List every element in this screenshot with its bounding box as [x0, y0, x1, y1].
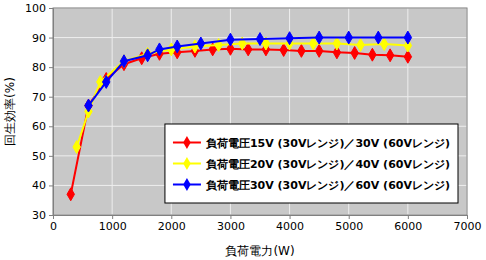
legend-box [165, 124, 458, 203]
legend-label: 負荷電圧15V (30Vレンジ)／30V (60Vレンジ) [205, 137, 450, 150]
plot: 0 1000 2000 3000 4000 5000 6000 7000 30 40 50 60 70 8… [25, 2, 482, 233]
marker [67, 188, 74, 201]
tick-mark [49, 38, 53, 39]
y-axis: 30 40 50 60 70 80 90 100 [25, 2, 54, 222]
x-axis: 0 1000 2000 3000 4000 5000 6000 7000 [50, 215, 482, 233]
legend-item: 負荷電圧15V (30Vレンジ)／30V (60Vレンジ) [173, 136, 450, 149]
tick-label: 30 [32, 209, 46, 222]
marker [85, 99, 92, 112]
tick-mark [49, 8, 53, 9]
tick-label: 90 [32, 32, 46, 45]
tick: 4000 [276, 215, 304, 233]
tick-label: 70 [32, 91, 46, 104]
tick-mark [290, 215, 291, 219]
legend-item: 負荷電圧20V (30Vレンジ)／40V (60Vレンジ) [173, 157, 450, 170]
tick-mark [230, 215, 231, 219]
marker [156, 43, 163, 56]
marker [280, 44, 287, 57]
marker [351, 47, 358, 60]
tick-mark [467, 215, 468, 219]
tick-mark [408, 215, 409, 219]
grid [53, 8, 467, 215]
tick-mark [171, 215, 172, 219]
tick: 60 [32, 120, 53, 133]
grid-line [53, 96, 467, 97]
legend-label: 負荷電圧20V (30Vレンジ)／40V (60Vレンジ) [205, 158, 450, 171]
tick-mark [49, 215, 53, 216]
series-line [88, 38, 407, 106]
marker [333, 37, 340, 50]
marker [256, 33, 263, 46]
marker [227, 33, 234, 46]
tick-label: 5000 [335, 220, 363, 233]
tick: 80 [32, 61, 53, 74]
marker [144, 49, 151, 62]
marker [380, 38, 387, 51]
tick: 70 [32, 91, 53, 104]
tick-label: 3000 [217, 220, 245, 233]
tick-mark [349, 215, 350, 219]
marker [357, 39, 364, 52]
legend: 負荷電圧15V (30Vレンジ)／30V (60Vレンジ) 負荷電圧20V (30… [165, 124, 458, 203]
tick-label: 6000 [394, 220, 422, 233]
legend-label: 負荷電圧30V (30Vレンジ)／60V (60Vレンジ) [205, 179, 450, 192]
legend-item: 負荷電圧30V (30Vレンジ)／60V (60Vレンジ) [173, 178, 450, 191]
tick-mark [49, 126, 53, 127]
x-axis-line [54, 216, 468, 220]
tick: 90 [32, 32, 53, 45]
tick-label: 100 [25, 2, 46, 15]
tick-label: 4000 [276, 220, 304, 233]
marker [315, 31, 322, 44]
marker [315, 44, 322, 57]
tick-label: 1000 [99, 220, 127, 233]
chart: 0 1000 2000 3000 4000 5000 6000 7000 30 40 50 60 70 8… [0, 0, 486, 260]
marker [298, 44, 305, 57]
tick: 7000 [454, 215, 482, 233]
legend-marker [183, 157, 190, 170]
x-axis-title: 負荷電力(W) [225, 244, 294, 258]
grid-line [112, 8, 113, 215]
plot-background [53, 8, 467, 215]
marker [375, 31, 382, 44]
grid-line [53, 67, 467, 68]
tick-mark [49, 156, 53, 157]
tick-label: 7000 [454, 220, 482, 233]
tick: 3000 [217, 215, 245, 233]
marker [286, 32, 293, 45]
marker [173, 40, 180, 53]
tick-label: 0 [50, 220, 57, 233]
tick-label: 40 [32, 179, 46, 192]
marker [369, 48, 376, 61]
tick: 50 [32, 150, 53, 163]
tick-mark [49, 97, 53, 98]
tick-label: 50 [32, 150, 46, 163]
tick-mark [49, 185, 53, 186]
tick: 0 [50, 215, 57, 233]
tick: 2000 [158, 215, 186, 233]
tick: 5000 [335, 215, 363, 233]
tick-mark [112, 215, 113, 219]
marker [386, 49, 393, 62]
marker [73, 141, 80, 154]
tick: 6000 [394, 215, 422, 233]
marker [345, 31, 352, 44]
tick: 40 [32, 179, 53, 192]
tick: 30 [32, 209, 53, 222]
tick-label: 80 [32, 61, 46, 74]
tick-label: 2000 [158, 220, 186, 233]
tick-label: 60 [32, 120, 46, 133]
marker [404, 31, 411, 44]
tick-mark [49, 67, 53, 68]
y-axis-title: 回生効率(%) [3, 77, 17, 146]
marker [120, 55, 127, 68]
tick: 1000 [99, 215, 127, 233]
marker [103, 75, 110, 88]
legend-marker [183, 136, 190, 149]
plot-frame [53, 8, 467, 215]
marker [197, 37, 204, 50]
legend-marker [183, 178, 190, 191]
tick: 100 [25, 2, 53, 15]
